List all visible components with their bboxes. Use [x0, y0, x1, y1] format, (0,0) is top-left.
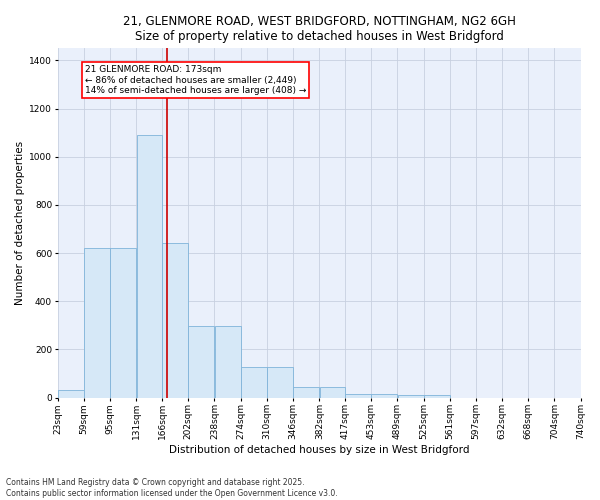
Bar	[215, 326, 241, 398]
Bar	[320, 386, 345, 398]
Y-axis label: Number of detached properties: Number of detached properties	[15, 141, 25, 305]
Bar	[162, 244, 188, 398]
Bar	[241, 368, 267, 398]
Bar	[84, 248, 110, 398]
Title: 21, GLENMORE ROAD, WEST BRIDGFORD, NOTTINGHAM, NG2 6GH
Size of property relative: 21, GLENMORE ROAD, WEST BRIDGFORD, NOTTI…	[122, 15, 515, 43]
Bar	[58, 390, 84, 398]
Bar	[345, 394, 371, 398]
Text: 21 GLENMORE ROAD: 173sqm
← 86% of detached houses are smaller (2,449)
14% of sem: 21 GLENMORE ROAD: 173sqm ← 86% of detach…	[85, 65, 306, 95]
Bar	[371, 394, 397, 398]
Bar	[188, 326, 214, 398]
Bar	[398, 395, 424, 398]
X-axis label: Distribution of detached houses by size in West Bridgford: Distribution of detached houses by size …	[169, 445, 469, 455]
Bar	[110, 248, 136, 398]
Bar	[424, 395, 450, 398]
Bar	[293, 386, 319, 398]
Text: Contains HM Land Registry data © Crown copyright and database right 2025.
Contai: Contains HM Land Registry data © Crown c…	[6, 478, 338, 498]
Bar	[137, 135, 162, 398]
Bar	[267, 368, 293, 398]
